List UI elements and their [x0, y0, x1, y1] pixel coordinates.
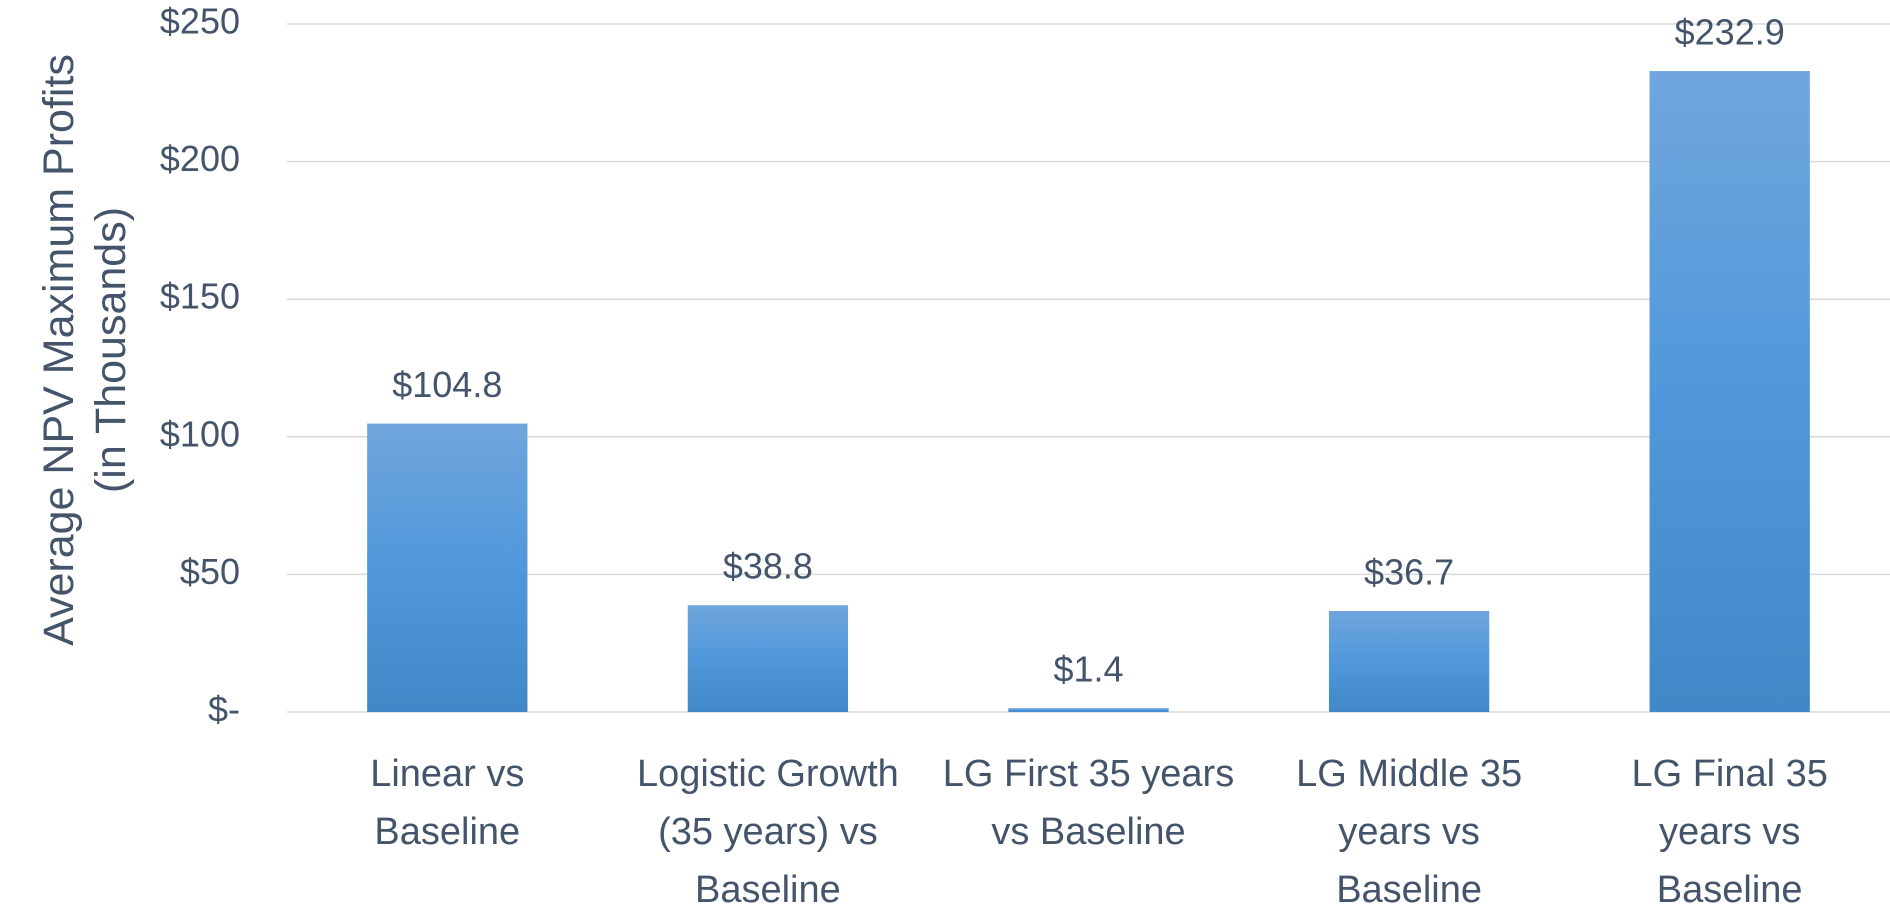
x-tick-label: Linear vs Baseline: [370, 753, 525, 853]
bar: [1008, 708, 1169, 712]
y-tick-label: $-: [208, 689, 240, 730]
x-tick-label: LG Middle 35 years vs Baseline: [1296, 753, 1523, 911]
y-axis-title: Average NPV Maximum Profits (in Thousand…: [35, 54, 135, 646]
y-tick-label: $200: [160, 138, 240, 179]
bar: [1328, 611, 1490, 712]
bar: [687, 605, 849, 712]
data-label: $38.8: [723, 546, 813, 587]
bar: [367, 423, 528, 712]
x-tick-label: LG First 35 years vs Baseline: [942, 753, 1235, 853]
y-tick-label: $100: [160, 413, 240, 454]
data-label: $36.7: [1364, 552, 1454, 593]
x-tick-label: LG Final 35 years vs Baseline: [1631, 753, 1828, 911]
data-label: $232.9: [1675, 12, 1785, 53]
bar: [1649, 71, 1810, 712]
y-tick-label: $150: [160, 276, 240, 317]
y-tick-label: $50: [180, 551, 240, 592]
x-tick-label: Logistic Growth (35 years) vs Baseline: [636, 753, 899, 911]
data-label: $1.4: [1053, 649, 1123, 690]
y-tick-label: $250: [160, 1, 240, 42]
data-label: $104.8: [392, 364, 502, 405]
